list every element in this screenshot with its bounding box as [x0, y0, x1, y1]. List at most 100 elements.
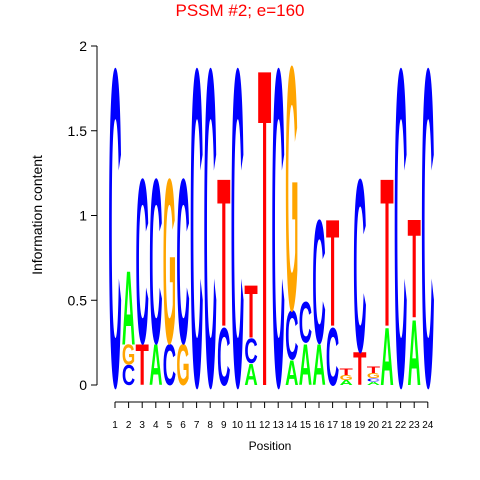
letter: C [163, 333, 176, 398]
letter-group: G [340, 374, 353, 382]
letter: G [367, 372, 380, 380]
y-axis-label: Information content [29, 155, 45, 275]
letter-group: G [285, 0, 298, 384]
letter-group: C [190, 0, 203, 480]
x-tick-label: 4 [153, 420, 159, 431]
y-tick-label: 1.5 [68, 123, 88, 139]
letter: C [108, 0, 121, 480]
x-tick-label: 15 [300, 420, 312, 431]
letter-group: C [285, 298, 298, 376]
letter: C [394, 0, 407, 480]
letter-group: T [380, 134, 393, 370]
x-tick-label: 23 [409, 420, 421, 431]
letter: T [353, 343, 367, 395]
letter-group: T [408, 190, 421, 348]
letter: C [190, 0, 203, 480]
letter: A [244, 358, 257, 392]
letter-group: C [217, 310, 230, 403]
letter: C [244, 332, 257, 372]
y-tick-label: 1 [79, 208, 87, 224]
letter-group: C [394, 0, 407, 480]
letter: T [380, 134, 393, 370]
letter: C [285, 298, 298, 376]
letter-group: A [149, 333, 162, 398]
letter: C [299, 291, 312, 356]
x-tick-label: 14 [286, 420, 298, 431]
letter: A [367, 381, 381, 386]
letter-group: A [299, 333, 312, 398]
x-tick-label: 24 [422, 420, 434, 431]
letter: C [176, 131, 189, 393]
letter-group: A [340, 379, 353, 387]
letter-group: A [244, 358, 257, 392]
letter-group: A [380, 310, 393, 403]
letter-group: A [408, 301, 421, 406]
letter: C [326, 310, 339, 403]
x-tick-label: 8 [207, 420, 213, 431]
letter-group: G [122, 340, 135, 371]
letter: A [122, 250, 135, 368]
x-tick-label: 18 [341, 420, 353, 431]
letter-group: T [367, 365, 381, 375]
x-tick-label: 2 [126, 420, 132, 431]
x-tick-label: 5 [167, 420, 173, 431]
x-tick-label: 17 [327, 420, 339, 431]
x-tick-label: 13 [273, 420, 285, 431]
x-tick-label: 7 [194, 420, 200, 431]
letter-group: G [176, 333, 189, 398]
letter: A [408, 301, 421, 406]
letter-group: C [326, 310, 339, 403]
letter: C [217, 310, 230, 403]
letter: C [367, 378, 381, 383]
letter-group: T [258, 0, 271, 480]
letter-group: C [163, 333, 176, 398]
x-tick-label: 11 [246, 420, 257, 431]
letter-group: A [367, 381, 381, 386]
letter-group: C [272, 0, 285, 480]
letter: G [163, 131, 176, 393]
chart-title: PSSM #2; e=160 [175, 1, 304, 20]
y-tick-label: 0.5 [68, 292, 88, 308]
letter-group: C [204, 0, 217, 480]
x-tick-label: 3 [139, 420, 145, 431]
letter: C [204, 0, 217, 480]
letter-group: T [340, 367, 354, 377]
letter: C [312, 183, 325, 381]
letter: A [149, 333, 162, 398]
letter-group: C [149, 131, 162, 393]
letter: A [285, 354, 298, 394]
letter-group: A [312, 333, 325, 398]
letter-group: A [285, 354, 298, 394]
letter: G [340, 374, 353, 382]
letter: C [421, 0, 434, 480]
x-tick-label: 16 [313, 420, 325, 431]
letter-group: C [421, 0, 434, 480]
letter-group: T [326, 189, 339, 360]
x-tick-label: 20 [368, 420, 380, 431]
letter: A [299, 333, 312, 398]
x-tick-label: 10 [232, 420, 244, 431]
letter-group: T [353, 343, 367, 395]
x-tick-label: 9 [221, 420, 227, 431]
y-tick-label: 2 [79, 38, 87, 54]
letter-group: C [176, 131, 189, 393]
letter-group: T [136, 333, 149, 398]
letter-group: C [312, 183, 325, 381]
letter-group: C [244, 332, 257, 372]
x-tick-label: 21 [381, 420, 393, 431]
letter-group: G [163, 131, 176, 393]
x-tick-label: 12 [259, 420, 271, 431]
letter-group: T [244, 270, 257, 354]
letter: A [380, 310, 393, 403]
letter-group: C [353, 129, 366, 405]
letter: G [176, 333, 189, 398]
letter: C [272, 0, 285, 480]
letter-group: C [299, 291, 312, 356]
letter: T [367, 365, 381, 375]
letter-group: C [231, 0, 244, 480]
letter: C [149, 131, 162, 393]
x-tick-label: 6 [180, 420, 186, 431]
x-axis-label: Position [249, 439, 292, 453]
letter-group: G [367, 372, 380, 380]
